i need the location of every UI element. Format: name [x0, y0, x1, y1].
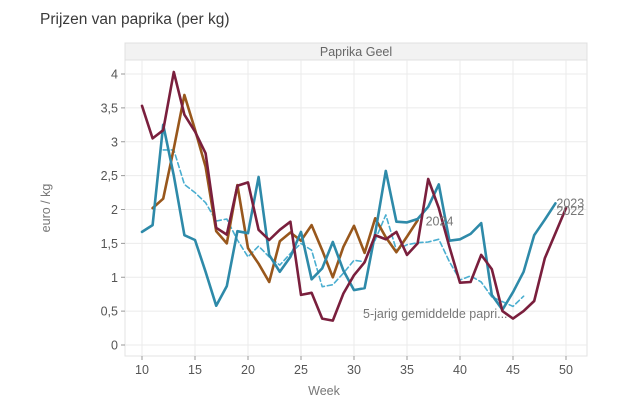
series-label-2023: 2023 [556, 196, 584, 210]
plot-frame [124, 59, 588, 357]
facet-strip-background [124, 42, 588, 61]
x-tick-label: 50 [559, 363, 573, 377]
y-tick-label: 2 [111, 203, 118, 217]
x-axis-ticks: 10 15 20 25 30 35 40 45 50 [135, 356, 573, 377]
series-label-2022: 2022 [556, 204, 584, 218]
y-tick-label: 3 [111, 135, 118, 149]
x-tick-label: 25 [294, 363, 308, 377]
series-line-2022 [140, 70, 568, 322]
facet-strip: Paprika Geel [124, 42, 588, 61]
facet-strip-label: Paprika Geel [320, 45, 392, 59]
y-axis-title: euro / kg [39, 184, 53, 233]
y-tick-label: 0,5 [101, 305, 118, 319]
series-label-2024: 2024 [426, 214, 454, 228]
plot-background [124, 59, 588, 357]
x-tick-label: 40 [453, 363, 467, 377]
y-tick-label: 4 [111, 68, 118, 82]
y-tick-label: 3,5 [101, 101, 118, 115]
x-axis-title: Week [308, 384, 340, 398]
series-lines [140, 70, 568, 322]
chart-title: Prijzen van paprika (per kg) [40, 11, 230, 28]
x-tick-label: 30 [347, 363, 361, 377]
series-line-2023 [140, 123, 557, 312]
y-tick-label: 0 [111, 339, 118, 353]
y-axis-ticks: 0 0,5 1 1,5 2 2,5 3 3,5 4 [101, 68, 125, 353]
y-tick-label: 2,5 [101, 169, 118, 183]
x-tick-label: 45 [506, 363, 520, 377]
y-tick-label: 1,5 [101, 237, 118, 251]
x-tick-label: 15 [188, 363, 202, 377]
x-tick-label: 35 [400, 363, 414, 377]
y-tick-label: 1 [111, 271, 118, 285]
x-tick-label: 10 [135, 363, 149, 377]
gridlines [125, 60, 587, 356]
series-label-5-jarig-gemiddelde-papri: 5-jarig gemiddelde papri... [363, 307, 508, 321]
x-tick-label: 20 [241, 363, 255, 377]
